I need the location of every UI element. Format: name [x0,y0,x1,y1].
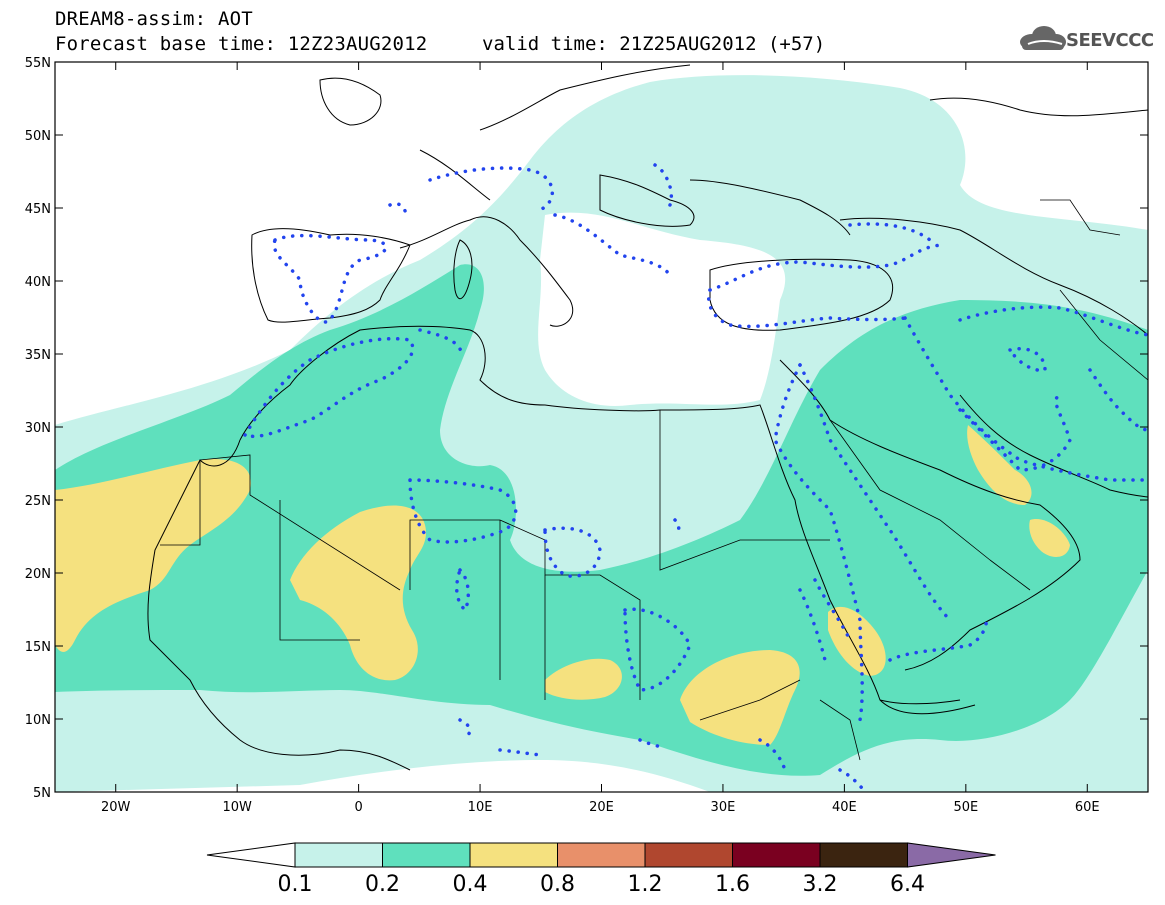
logo-text: SEEVCCC [1066,30,1154,51]
aot-region-0.4-chad [545,658,622,700]
seevccc-logo [1020,26,1066,50]
colorbar-under-triangle [206,842,296,868]
valid-time: valid time: 21Z25AUG2012 (+57) [482,33,826,55]
colorbar-label: 6.4 [890,872,925,897]
colorbar-box [644,842,733,868]
colorbar-over-triangle [907,842,996,868]
lon-tick-label: 60E [1075,800,1100,815]
lon-tick-label: 50E [953,800,978,815]
lon-tick-label: 20E [589,800,614,815]
lat-tick-label: 35N [25,348,51,363]
colorbar-box [294,842,383,868]
colorbar-box [819,842,908,868]
dotted-contours [242,163,1148,792]
colorbar-box [382,842,471,868]
lat-tick-label: 45N [25,202,51,217]
latitude-axis: 5N 10N 15N 20N 25N 30N 35N 40N 45N 50N 55N [25,56,1148,801]
aot-region-0.4-oman [1029,519,1070,557]
colorbar-label: 0.8 [540,872,575,897]
colorbar-label: 1.2 [628,872,663,897]
colorbar-label: 0.4 [453,872,488,897]
lat-tick-label: 30N [25,421,51,436]
lat-tick-label: 5N [33,786,51,801]
forecast-base-time: Forecast base time: 12Z23AUG2012 [55,33,428,55]
colorbar-label: 0.2 [365,872,400,897]
lat-tick-label: 25N [25,494,51,509]
map-title: DREAM8-assim: AOT [55,8,253,30]
colorbar: 0.1 0.2 0.4 0.8 1.2 1.6 3.2 6.4 [206,842,996,897]
colorbar-box [557,842,646,868]
colorbar-label: 3.2 [803,872,838,897]
lon-tick-label: 10E [468,800,493,815]
aot-region-0.4-sudan [680,650,800,745]
lon-tick-label: 40E [832,800,857,815]
aot-clean-mediterranean [538,212,786,406]
lat-tick-label: 15N [25,640,51,655]
lat-tick-label: 20N [25,567,51,582]
aot-region-0.4-mauritania [55,459,251,652]
colorbar-box [469,842,558,868]
lat-tick-label: 50N [25,129,51,144]
lat-tick-label: 10N [25,713,51,728]
aot-region-0.4-uae [967,425,1032,505]
lon-tick-label: 0 [354,800,362,815]
colorbar-box [732,842,821,868]
colorbar-label: 0.1 [278,872,313,897]
aot-region-0.4-mali [290,505,427,681]
longitude-axis: 20W 10W 0 10E 20E 30E 40E 50E 60E [101,62,1100,815]
lon-tick-label: 30E [711,800,736,815]
borders [160,199,1148,761]
lat-tick-label: 55N [25,56,51,71]
lon-tick-label: 20W [101,800,131,815]
lon-tick-label: 10W [222,800,252,815]
colorbar-label: 1.6 [715,872,750,897]
lat-tick-label: 40N [25,275,51,290]
